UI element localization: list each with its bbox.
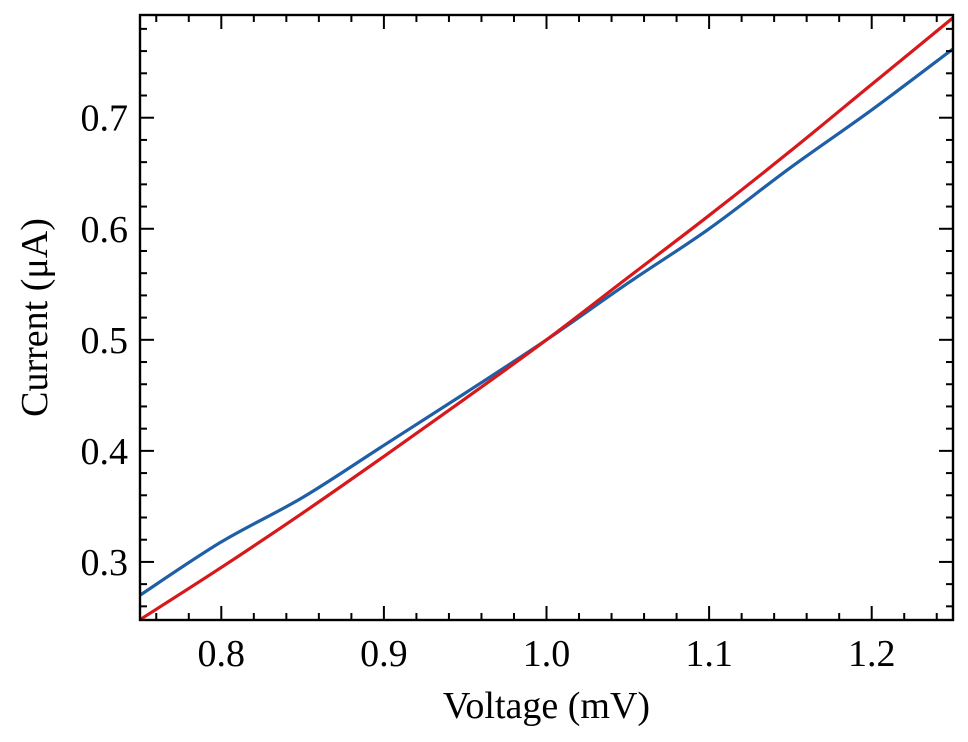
x-tick-label: 1.1 [685, 633, 733, 675]
y-tick-label: 0.7 [81, 98, 129, 140]
plot-frame [138, 13, 955, 622]
x-tick-label: 0.9 [360, 633, 408, 675]
y-tick-label: 0.4 [81, 431, 129, 473]
series-line-1 [140, 47, 953, 597]
y-tick-label: 0.6 [81, 209, 129, 251]
x-tick-label: 1.2 [848, 633, 896, 675]
x-axis-label: Voltage (mV) [443, 685, 650, 727]
y-tick-label: 0.3 [81, 542, 129, 584]
y-tick-label: 0.5 [81, 320, 129, 362]
x-tick-label: 0.8 [198, 633, 246, 675]
x-tick-label: 1.0 [523, 633, 571, 675]
series-line-2 [140, 16, 953, 620]
y-axis-label: Current (μA) [14, 218, 56, 417]
